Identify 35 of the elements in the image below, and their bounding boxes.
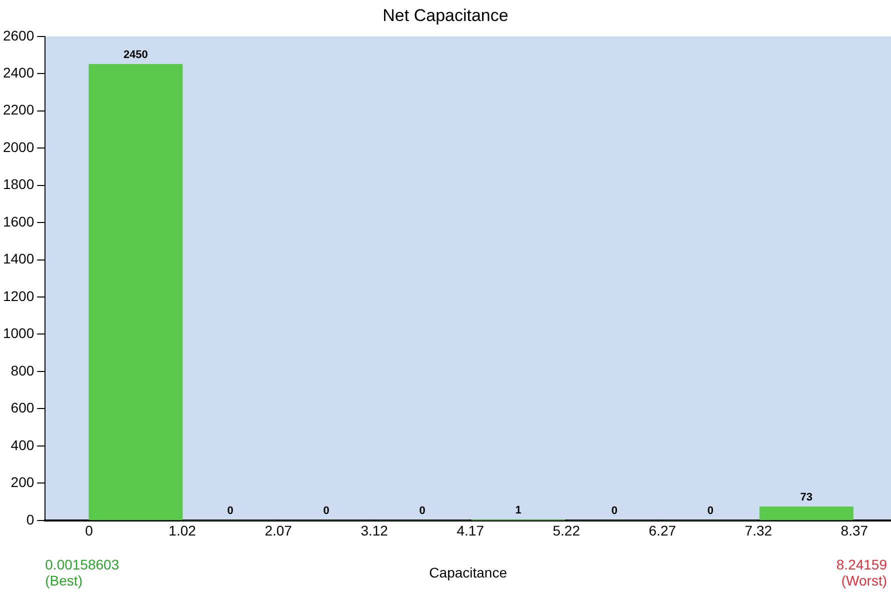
x-tick-label: 6.27: [648, 522, 676, 539]
data-label: 73: [800, 491, 813, 504]
x-tick-label: 2.07: [264, 522, 292, 539]
x-tick-label: 5.22: [552, 522, 580, 539]
data-label: 2450: [123, 48, 148, 61]
x-tick-label: 3.12: [360, 522, 388, 539]
y-tick-label: 200: [10, 474, 34, 490]
data-label: 0: [323, 504, 330, 517]
y-tick-label: 1200: [2, 288, 34, 304]
chart-title: Net Capacitance: [382, 6, 508, 25]
y-tick-label: 1400: [2, 250, 34, 267]
data-label: 0: [227, 504, 234, 517]
x-axis-title: Capacitance: [429, 564, 508, 580]
data-label: 0: [611, 504, 618, 517]
x-tick-label: 0: [85, 522, 94, 539]
y-tick-label: 2600: [2, 27, 34, 44]
y-tick-label: 400: [10, 436, 34, 453]
data-label: 0: [707, 504, 714, 517]
y-tick-label: 2000: [2, 138, 34, 155]
data-label: 1: [515, 504, 522, 517]
x-tick-label: 4.17: [456, 522, 484, 539]
x-tick-label: 7.32: [744, 522, 772, 539]
data-label: 0: [419, 504, 426, 517]
x-tick-label: 1.02: [168, 522, 196, 539]
y-tick-label: 600: [10, 400, 34, 416]
y-tick-label: 1000: [2, 325, 34, 342]
x-tick-label: 8.37: [840, 522, 868, 539]
y-tick-label: 1600: [2, 213, 34, 230]
y-tick-label: 2200: [2, 102, 34, 118]
y-tick-label: 0: [26, 511, 34, 528]
text: 8.24159 (Worst): [836, 556, 888, 588]
y-tick-label: 800: [10, 362, 34, 378]
y-tick-label: 1800: [2, 176, 34, 192]
text: 0.00158603 (Best): [45, 556, 120, 588]
y-tick-label: 2400: [2, 64, 34, 80]
